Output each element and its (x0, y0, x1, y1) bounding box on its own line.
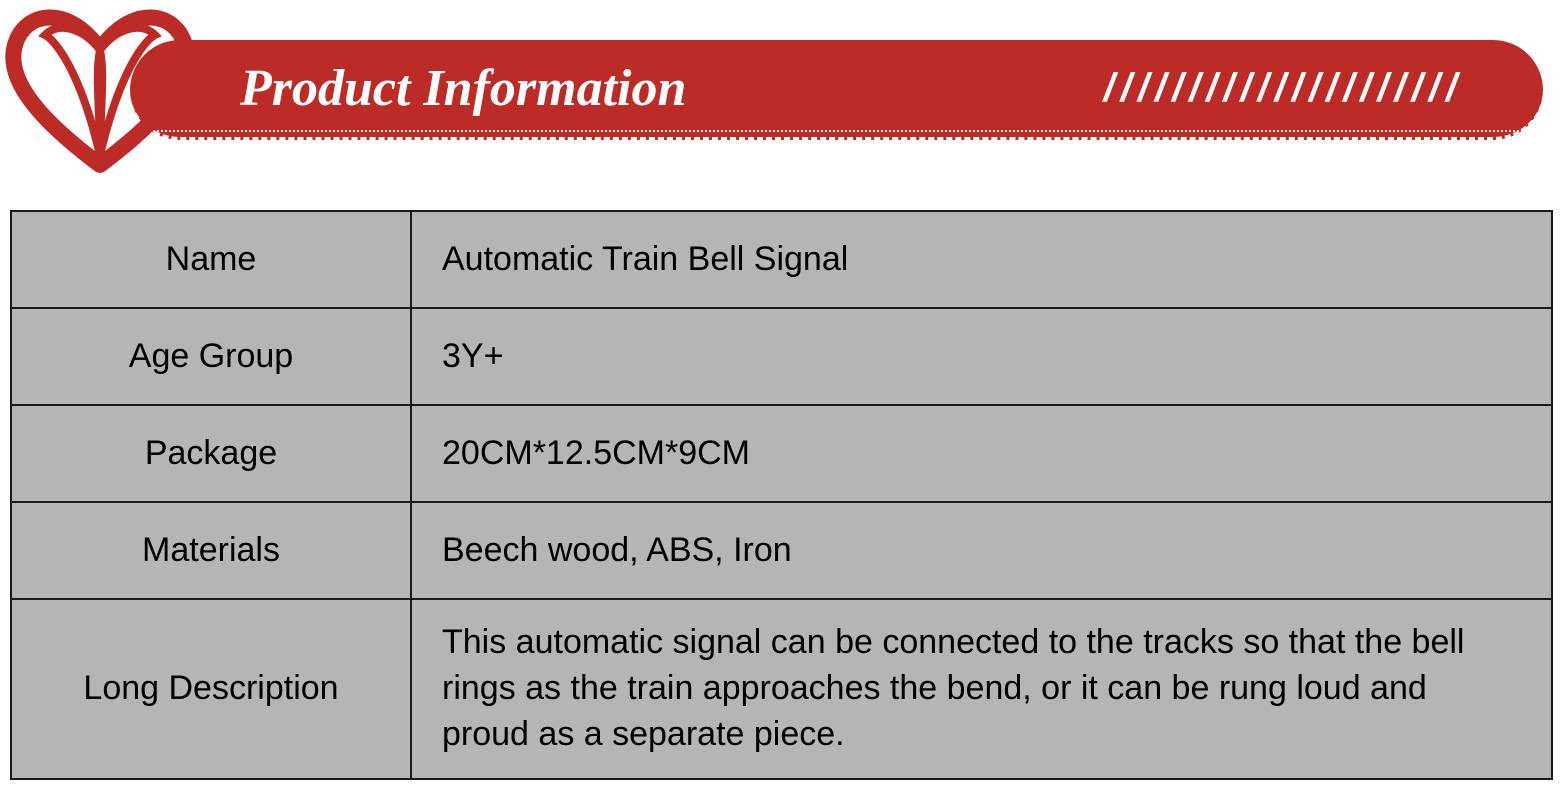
table-row: Name Automatic Train Bell Signal (11, 211, 1552, 308)
heart-logo-icon (0, 0, 200, 180)
banner-title: Product Information (240, 59, 1104, 118)
table-row: Long Description This automatic signal c… (11, 599, 1552, 779)
table-row: Package 20CM*12.5CM*9CM (11, 405, 1552, 502)
product-info-table: Name Automatic Train Bell Signal Age Gro… (10, 210, 1553, 780)
banner-accent-slashes: ///////////////////// (1104, 66, 1543, 111)
row-label: Long Description (11, 599, 411, 779)
row-label: Name (11, 211, 411, 308)
row-value: 20CM*12.5CM*9CM (411, 405, 1552, 502)
row-value: Automatic Train Bell Signal (411, 211, 1552, 308)
header-banner: Product Information ////////////////////… (0, 0, 1563, 180)
table-body: Name Automatic Train Bell Signal Age Gro… (11, 211, 1552, 779)
row-label: Materials (11, 502, 411, 599)
table-row: Materials Beech wood, ABS, Iron (11, 502, 1552, 599)
row-value: 3Y+ (411, 308, 1552, 405)
row-value: This automatic signal can be connected t… (411, 599, 1552, 779)
row-label: Age Group (11, 308, 411, 405)
banner-bar: Product Information ////////////////////… (130, 40, 1543, 140)
table-row: Age Group 3Y+ (11, 308, 1552, 405)
row-value: Beech wood, ABS, Iron (411, 502, 1552, 599)
row-label: Package (11, 405, 411, 502)
